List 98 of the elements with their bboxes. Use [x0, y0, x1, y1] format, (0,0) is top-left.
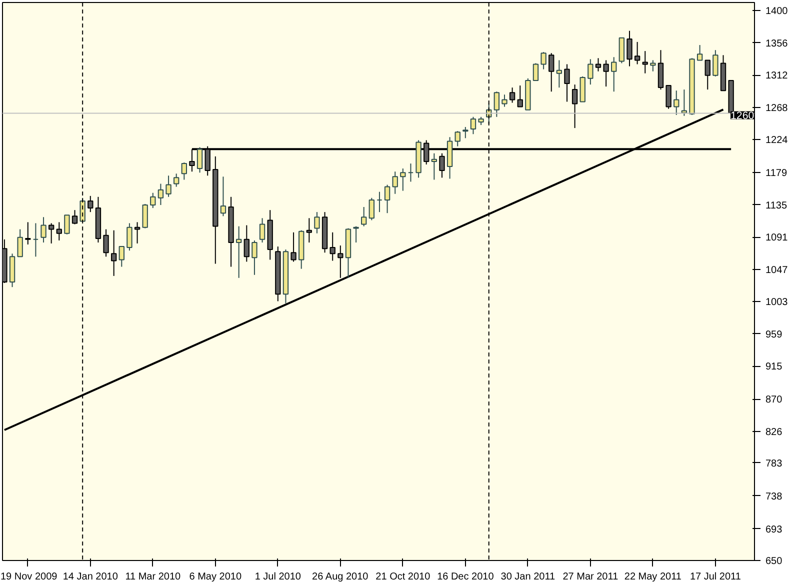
candlestick — [72, 210, 78, 225]
candlestick — [259, 218, 266, 243]
candlestick — [408, 163, 414, 182]
y-tick-label: 1400 — [766, 6, 788, 18]
candlestick — [517, 85, 523, 108]
candlestick — [173, 173, 180, 188]
candlestick — [392, 171, 398, 194]
candlestick — [618, 37, 625, 64]
candlestick — [64, 214, 70, 235]
candlestick — [626, 30, 632, 67]
y-tick-label: 870 — [766, 394, 783, 406]
candlestick — [290, 232, 296, 262]
candlestick — [40, 216, 46, 243]
candlestick — [103, 228, 109, 258]
candlestick — [134, 222, 140, 244]
y-tick-label: 915 — [766, 362, 783, 373]
candlestick — [330, 232, 336, 262]
candlestick — [368, 197, 375, 221]
candlestick — [556, 60, 562, 88]
candlestick — [509, 87, 516, 104]
candlestick — [142, 203, 148, 229]
candlestick — [494, 91, 500, 118]
y-tick-label: 959 — [766, 329, 783, 340]
x-tick-label: 14 Jan 2010 — [62, 572, 118, 582]
candlestick — [548, 52, 554, 92]
candlestick — [696, 44, 703, 61]
candlestick — [166, 175, 172, 198]
candlestick — [704, 60, 710, 90]
x-tick-label: 26 Aug 2010 — [312, 572, 369, 582]
candlestick — [353, 226, 359, 243]
candlestick — [595, 58, 602, 72]
x-tick-label: 1 Jul 2010 — [254, 572, 302, 582]
candlestick — [502, 94, 508, 108]
candlestick — [150, 192, 156, 209]
candlestick — [674, 90, 680, 116]
x-tick-label: 16 Dec 2010 — [437, 572, 494, 582]
y-tick-label: 826 — [766, 426, 783, 438]
candlestick — [540, 52, 546, 70]
y-tick-label: 1003 — [766, 297, 788, 308]
candlestick — [56, 222, 62, 241]
y-tick-label: 1268 — [766, 102, 788, 114]
y-tick-label: 1224 — [766, 135, 788, 146]
y-tick-label: 1312 — [766, 70, 788, 82]
x-tick-label: 21 Oct 2010 — [376, 572, 431, 582]
candlestick — [603, 60, 609, 88]
x-tick-label: 11 Mar 2010 — [125, 572, 182, 582]
candlestick — [532, 62, 539, 81]
y-tick-label: 1135 — [766, 200, 788, 212]
x-tick-label: 22 May 2011 — [624, 572, 682, 582]
candlestick — [306, 218, 312, 243]
candlestick — [181, 162, 187, 180]
candlestick — [462, 126, 468, 139]
candlestick — [118, 246, 124, 268]
x-tick-label: 17 Jul 2011 — [690, 572, 742, 582]
y-tick-label: 783 — [766, 458, 783, 470]
ref-line-label: 1260 — [730, 110, 754, 122]
x-tick-label: 30 Jan 2011 — [500, 572, 556, 582]
candlestick — [88, 195, 94, 213]
y-tick-label: 693 — [766, 524, 783, 536]
candlestick — [158, 183, 164, 206]
y-tick-label: 1179 — [766, 168, 788, 180]
candlestick — [252, 240, 258, 276]
candlestick — [634, 41, 640, 65]
candlestick — [431, 152, 438, 180]
candlestick — [196, 146, 203, 174]
x-tick-label: 27 Mar 2011 — [562, 572, 619, 582]
candlestick — [110, 230, 117, 276]
candlestick — [48, 222, 54, 244]
x-tick-label: 19 Nov 2009 — [0, 572, 58, 582]
y-tick-label: 1356 — [766, 38, 788, 50]
candlestick — [400, 168, 406, 192]
candlestick — [588, 58, 594, 86]
candlestick — [220, 176, 226, 217]
candlestick — [32, 222, 39, 258]
candlestick — [470, 116, 476, 135]
candlestick — [338, 245, 344, 278]
y-tick-label: 1091 — [766, 232, 788, 244]
candlestick — [439, 152, 445, 178]
candlestick — [376, 191, 382, 213]
candlestick — [564, 64, 570, 102]
candlestick — [666, 85, 672, 110]
candlestick — [25, 222, 31, 245]
candlestick — [236, 226, 242, 278]
candlestick — [314, 212, 320, 234]
y-tick-label: 1047 — [766, 264, 788, 276]
candlestick — [611, 56, 617, 92]
candlestick — [126, 222, 132, 252]
y-tick-label: 738 — [766, 491, 783, 502]
y-tick-label: 650 — [766, 556, 783, 567]
candlestick — [361, 206, 367, 227]
x-tick-label: 6 May 2010 — [189, 572, 242, 582]
candlestick — [650, 60, 656, 72]
candlestick — [454, 130, 460, 147]
candlestick — [712, 50, 718, 77]
candlestick — [572, 84, 578, 129]
candlestick — [384, 184, 390, 214]
candlestick — [244, 224, 250, 262]
candlestick — [17, 228, 23, 258]
